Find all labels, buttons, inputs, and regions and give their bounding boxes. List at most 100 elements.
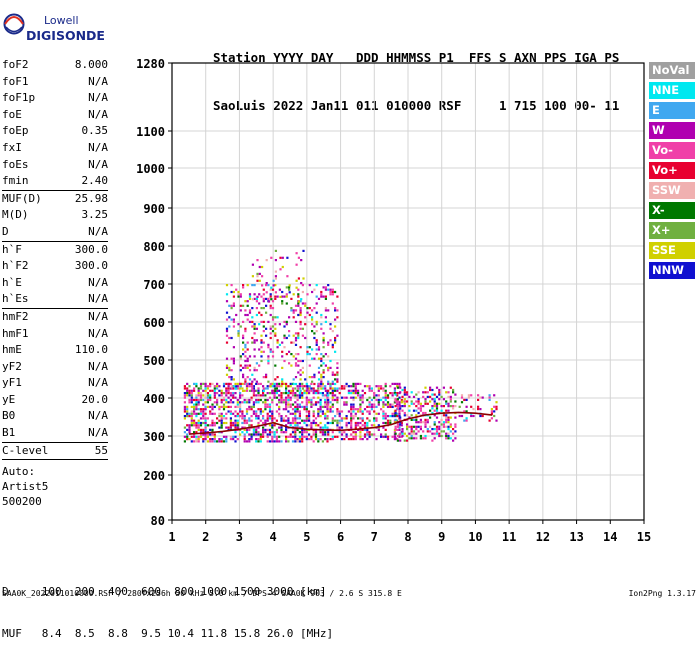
autoscaling-info-line: 500200: [2, 495, 42, 509]
echo-point: [401, 400, 404, 403]
echo-point: [433, 405, 436, 408]
echo-point: [282, 392, 285, 395]
echo-point: [256, 272, 259, 275]
echo-point: [435, 409, 439, 412]
echo-point: [386, 438, 390, 441]
echo-point: [299, 369, 302, 372]
echo-point: [255, 433, 258, 436]
echo-point: [204, 396, 207, 399]
echo-point: [417, 411, 420, 415]
echo-point: [283, 325, 286, 328]
echo-point: [391, 382, 394, 385]
echo-point: [267, 346, 270, 349]
echo-point: [357, 408, 360, 411]
echo-point: [373, 433, 376, 436]
echo-point: [334, 398, 337, 402]
echo-point: [386, 405, 390, 408]
echo-point: [251, 298, 254, 301]
echo-point: [202, 431, 205, 434]
echo-point: [269, 348, 272, 351]
echo-point: [303, 392, 306, 395]
echo-point: [298, 412, 301, 415]
echo-point: [331, 403, 334, 406]
echo-point: [345, 415, 348, 418]
echo-point: [382, 435, 385, 438]
echo-point: [308, 389, 311, 392]
echo-point: [415, 437, 418, 440]
echo-point: [382, 412, 385, 415]
echo-point: [250, 382, 253, 385]
echo-point: [245, 431, 249, 434]
echo-point: [352, 405, 355, 408]
echo-point: [324, 431, 327, 434]
echo-point: [321, 431, 324, 434]
echo-point: [262, 421, 265, 425]
param-row: hmE 110.0: [2, 342, 108, 359]
echo-point: [209, 405, 212, 408]
echo-point: [258, 323, 261, 326]
echo-point: [310, 398, 313, 402]
echo-point: [289, 392, 292, 395]
echo-point: [324, 417, 327, 420]
echo-point: [202, 412, 205, 415]
echo-point: [298, 438, 301, 441]
echo-point: [305, 396, 308, 399]
echo-point: [343, 385, 346, 388]
echo-point: [211, 382, 214, 385]
echo-point: [285, 424, 288, 427]
echo-point: [433, 398, 436, 401]
echo-point: [377, 389, 380, 392]
echo-point: [297, 334, 300, 337]
echo-point: [204, 433, 207, 436]
echo-point: [242, 336, 245, 340]
echo-point: [232, 385, 235, 388]
echo-point: [445, 421, 448, 424]
echo-point: [368, 396, 371, 399]
echo-point: [243, 419, 246, 422]
echo-point: [294, 401, 297, 404]
echo-point: [481, 396, 484, 399]
echo-point: [239, 295, 242, 298]
echo-point: [232, 387, 235, 390]
echo-point: [252, 433, 255, 436]
echo-point: [301, 387, 304, 390]
echo-point: [467, 394, 470, 397]
param-value: N/A: [88, 74, 108, 88]
echo-point: [340, 396, 344, 399]
param-value: N/A: [88, 107, 108, 121]
echo-point: [296, 398, 299, 402]
echo-point: [248, 419, 251, 422]
echo-point: [186, 408, 189, 411]
echo-point: [314, 424, 318, 427]
echo-point: [248, 309, 252, 312]
echo-point: [188, 428, 191, 431]
echo-point: [403, 386, 406, 389]
echo-point: [195, 431, 198, 434]
echo-point: [278, 401, 281, 404]
echo-point: [345, 421, 348, 425]
echo-point: [340, 410, 344, 413]
echo-point: [234, 431, 237, 434]
echo-point: [202, 403, 205, 406]
echo-point: [327, 389, 330, 392]
echo-point: [306, 353, 309, 356]
echo-point: [454, 425, 457, 428]
echo-point: [262, 325, 265, 328]
echo-point: [431, 428, 434, 431]
echo-point: [391, 435, 394, 438]
param-value: 2.40: [81, 174, 109, 188]
echo-point: [308, 307, 311, 310]
echo-point: [431, 439, 434, 442]
echo-point: [298, 387, 301, 390]
echo-point: [275, 410, 278, 413]
echo-point: [327, 355, 330, 358]
echo-point: [241, 410, 244, 413]
echo-point: [213, 421, 216, 425]
echo-point: [262, 387, 265, 390]
echo-point: [317, 387, 320, 390]
echo-point: [327, 341, 330, 344]
echo-point: [350, 389, 353, 392]
echo-point: [429, 416, 432, 419]
echo-point: [248, 401, 251, 404]
echo-point: [375, 412, 378, 415]
